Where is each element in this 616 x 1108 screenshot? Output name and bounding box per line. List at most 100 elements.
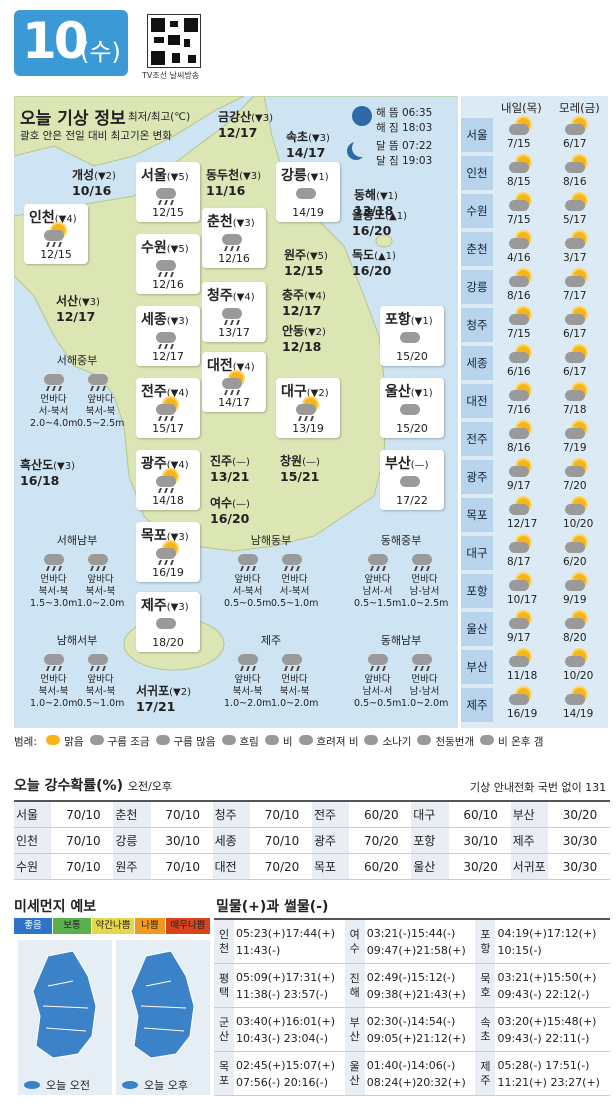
forecast-dayafter-temp: 5/17 bbox=[563, 214, 587, 226]
forecast-tomorrow-temp: 9/17 bbox=[507, 632, 531, 644]
sun-cloud-icon bbox=[509, 460, 533, 482]
legend-item: 구름 많음 bbox=[155, 734, 216, 749]
sun-set: 해 짐 18:03 bbox=[376, 122, 433, 134]
sun-rain-icon bbox=[156, 398, 180, 421]
tide-line-2: 10:43(-) 23:04(-) bbox=[236, 1031, 329, 1045]
temp-change: (▼3) bbox=[251, 113, 273, 124]
rain-city: 대구 bbox=[411, 802, 449, 828]
sea-area: 서해중부 bbox=[56, 354, 98, 367]
forecast-tomorrow-temp: 16/19 bbox=[507, 708, 538, 720]
sun-icon bbox=[565, 498, 589, 520]
legend-label-text: 비 bbox=[282, 736, 293, 748]
sea-ad: 남서-서 bbox=[362, 586, 393, 597]
forecast-dayafter-temp: 7/20 bbox=[563, 480, 587, 492]
city-card-대구[interactable]: 대구(▼2) 13/19 bbox=[276, 378, 340, 438]
sun-icon bbox=[565, 232, 589, 254]
sun-icon bbox=[565, 612, 589, 634]
sea-bd: 북서-북 bbox=[85, 686, 116, 697]
forecast-city: 전주 bbox=[461, 422, 493, 456]
sun-cloud-icon bbox=[509, 612, 533, 634]
card-temp: 12/15 bbox=[152, 206, 184, 219]
rain-table: 서울 70/10 춘천 70/10 청주 70/10 전주 60/20 대구 60/10 부산 30/… bbox=[14, 800, 610, 880]
dust-map-am: 오늘 오전 bbox=[18, 940, 112, 1095]
rain-city: 광주 bbox=[311, 828, 350, 854]
city-card-청주[interactable]: 청주(▼4) 13/17 bbox=[202, 282, 266, 342]
legend-label-text: 구름 조금 bbox=[107, 736, 150, 748]
sea-bd: 북서-북 bbox=[85, 406, 116, 417]
forecast-row: 목포 12/17 10/20 bbox=[461, 498, 608, 533]
sun-icon bbox=[565, 422, 589, 444]
city-card-강릉[interactable]: 강릉(▼1) 14/19 bbox=[276, 162, 340, 222]
city-card-세종[interactable]: 세종(▼3) 12/17 bbox=[136, 306, 200, 366]
map-label-3: 동두천(▼3) 11/16 bbox=[206, 166, 261, 198]
sea-col: 앞바다 북서-북 0.5~2.5m bbox=[77, 394, 124, 430]
sun-cloud-icon bbox=[509, 650, 533, 672]
card-city-name: 목포(▼3) bbox=[141, 528, 189, 544]
tide-port: 묵호 bbox=[475, 964, 496, 1008]
forecast-header-dayafter: 모레(금) bbox=[559, 101, 600, 115]
card-city-name: 제주(▼3) bbox=[141, 598, 189, 614]
cloud-icon bbox=[296, 182, 320, 204]
city-card-포항[interactable]: 포항(▼1) 15/20 bbox=[380, 306, 444, 366]
card-temp: 15/20 bbox=[396, 350, 428, 363]
city-card-전주[interactable]: 전주(▼4) 15/17 bbox=[136, 378, 200, 438]
city-card-광주[interactable]: 광주(▼4) 14/18 bbox=[136, 450, 200, 510]
rain-city: 서귀포 bbox=[510, 854, 548, 880]
weather-map-panel: 오늘 기상 정보 최저/최고(℃) 괄호 안은 전일 대비 최고기온 변화 해 … bbox=[14, 96, 458, 728]
forecast-tomorrow-temp: 8/16 bbox=[507, 290, 531, 302]
rain-city: 수원 bbox=[14, 854, 52, 880]
sea-ad: 서-북서 bbox=[232, 586, 263, 597]
city-name: 안동(▼2) bbox=[282, 324, 326, 338]
city-card-서울[interactable]: 서울(▼5) 12/15 bbox=[136, 162, 200, 222]
rain-city: 포항 bbox=[411, 828, 449, 854]
dust-level-chip: 좋음 bbox=[14, 918, 52, 934]
sea-b: 먼바다 bbox=[411, 674, 438, 685]
legend-item: 맑음 bbox=[46, 734, 84, 749]
sea-b: 앞바다 bbox=[87, 574, 114, 585]
forecast-row: 서울 7/15 6/17 bbox=[461, 118, 608, 153]
legend-label-text: 맑음 bbox=[64, 736, 84, 748]
card-temp: 14/17 bbox=[218, 396, 250, 409]
sun-cloud-icon bbox=[509, 574, 533, 596]
map-label-6: 독도(▲1) 16/20 bbox=[352, 246, 396, 278]
forecast-city: 부산 bbox=[461, 650, 493, 684]
tide-port: 제주 bbox=[475, 1052, 496, 1096]
legend-symbol-icon bbox=[298, 735, 313, 745]
forecast-city: 세종 bbox=[461, 346, 493, 380]
tide-line-1: 05:23(+)17:44(+) bbox=[236, 926, 335, 940]
city-card-울산[interactable]: 울산(▼1) 15/20 bbox=[380, 378, 444, 438]
rain-prob: 30/10 bbox=[150, 828, 213, 854]
rain-prob: 60/10 bbox=[448, 802, 511, 828]
city-temp: 16/20 bbox=[352, 223, 392, 238]
tide-line-2: 10:15(-) bbox=[497, 943, 542, 957]
qr-code-icon[interactable] bbox=[147, 14, 201, 68]
tide-port: 군산 bbox=[214, 1008, 234, 1052]
map-label-4: 동해(▼1) 13/18 bbox=[354, 186, 398, 218]
sea-a: 앞바다 bbox=[234, 574, 261, 585]
temp-change: (▲1) bbox=[385, 211, 407, 222]
tide-line-1: 03:40(+)16:01(+) bbox=[236, 1014, 335, 1028]
card-temp-change: (▼4) bbox=[54, 214, 77, 225]
city-card-부산[interactable]: 부산(—) 17/22 bbox=[380, 450, 444, 510]
tide-times: 05:09(+)17:31(+) 11:38(-) 23:57(-) bbox=[234, 964, 345, 1008]
sun-icon bbox=[565, 270, 589, 292]
sun-icon bbox=[565, 118, 589, 140]
city-card-춘천[interactable]: 춘천(▼3) 12/16 bbox=[202, 208, 266, 268]
sea-bw: 0.5~1.0m bbox=[271, 598, 319, 609]
cloud-icon bbox=[156, 612, 180, 634]
forecast-tomorrow-temp: 10/17 bbox=[507, 594, 538, 606]
rain-cloud-icon bbox=[238, 648, 262, 671]
city-card-인천[interactable]: 인천(▼4) 12/15 bbox=[24, 204, 88, 264]
forecast-city: 수원 bbox=[461, 194, 493, 228]
tide-port: 평택 bbox=[214, 964, 234, 1008]
sea-col: 먼바다 북서-북 1.0~2.0m bbox=[30, 674, 77, 710]
forecast-dayafter-temp: 7/19 bbox=[563, 442, 587, 454]
city-card-제주[interactable]: 제주(▼3) 18/20 bbox=[136, 592, 200, 652]
city-card-대전[interactable]: 대전(▼4) 14/17 bbox=[202, 352, 266, 412]
forecast-city: 포항 bbox=[461, 574, 493, 608]
card-temp-change: (▼3) bbox=[166, 316, 189, 327]
city-card-수원[interactable]: 수원(▼5) 12/16 bbox=[136, 234, 200, 294]
sea-b: 먼바다 bbox=[281, 674, 308, 685]
city-card-목포[interactable]: 목포(▼3) 16/19 bbox=[136, 522, 200, 582]
tide-line-1: 03:21(-)15:44(-) bbox=[366, 926, 456, 940]
